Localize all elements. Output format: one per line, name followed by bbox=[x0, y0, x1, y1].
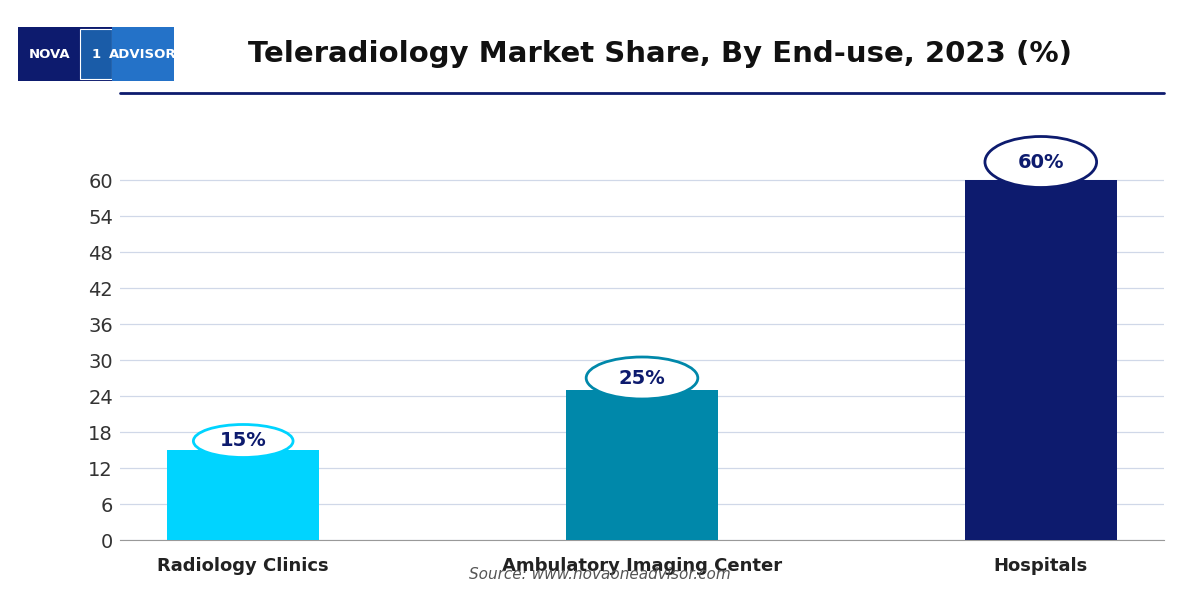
Text: Teleradiology Market Share, By End-use, 2023 (%): Teleradiology Market Share, By End-use, … bbox=[248, 40, 1072, 68]
Bar bbox=[965, 180, 1116, 540]
Ellipse shape bbox=[586, 357, 698, 399]
Text: 25%: 25% bbox=[619, 368, 665, 388]
FancyBboxPatch shape bbox=[80, 29, 112, 79]
Text: Source: www.novaoneadvisor.com: Source: www.novaoneadvisor.com bbox=[469, 567, 731, 582]
Ellipse shape bbox=[193, 425, 293, 457]
FancyBboxPatch shape bbox=[18, 27, 174, 81]
Text: NOVA: NOVA bbox=[29, 47, 70, 61]
Bar bbox=[566, 390, 718, 540]
Text: 1: 1 bbox=[91, 47, 101, 61]
FancyBboxPatch shape bbox=[112, 27, 174, 81]
Bar bbox=[168, 450, 319, 540]
Text: 60%: 60% bbox=[1018, 152, 1064, 172]
Text: 15%: 15% bbox=[220, 431, 266, 451]
Text: ADVISOR: ADVISOR bbox=[109, 47, 176, 61]
Ellipse shape bbox=[985, 136, 1097, 187]
